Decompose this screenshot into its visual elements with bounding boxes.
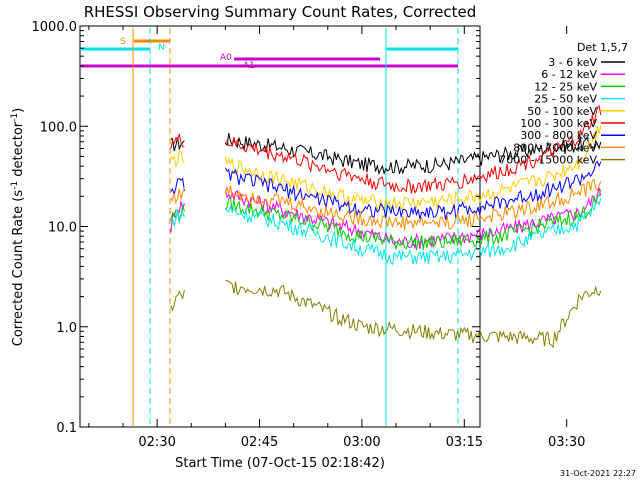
legend-label-1: 6 - 12 keV (541, 68, 597, 81)
x-tick-label-3: 03:15 (446, 435, 483, 450)
series-line-7 (170, 178, 602, 231)
series-line-5 (170, 104, 602, 194)
series-line-3 (170, 197, 602, 266)
chart-title: RHESSI Observing Summary Count Rates, Co… (84, 3, 477, 21)
legend-label-8: 7000 - 15000 keV (499, 154, 597, 167)
x-tick-label-1: 02:45 (241, 435, 278, 450)
annotation-label-n: N (158, 43, 165, 53)
y-axis-label-part2: detector (11, 121, 26, 181)
plot-frame (79, 25, 481, 428)
annotation-label-s: S (120, 37, 126, 47)
series-line-4 (170, 125, 602, 212)
legend-label-3: 25 - 50 keV (534, 93, 597, 106)
legend-label-5: 100 - 300 keV (520, 117, 597, 130)
legend-label-2: 12 - 25 keV (534, 80, 597, 93)
y-axis-label-sup2: -1 (10, 113, 20, 122)
footer-timestamp: 31-Oct-2021 22:27 (560, 469, 636, 478)
x-tick-label-2: 03:00 (343, 435, 380, 450)
x-tick-label-0: 02:30 (138, 435, 175, 450)
annotation-label-a1: A1 (243, 61, 255, 71)
legend-label-6: 300 - 800 keV (520, 129, 597, 142)
legend-label-4: 50 - 100 keV (527, 105, 597, 118)
legend-title: Det 1,5,7 (577, 41, 628, 54)
annotation-label-a0: A0 (220, 53, 232, 63)
y-tick-label-0: 0.1 (56, 421, 77, 436)
y-axis-label: Corrected Count Rate (s-1 detector-1) (10, 108, 26, 346)
y-axis-label-part3: ) (11, 108, 26, 113)
x-axis-label: Start Time (07-Oct-15 02:18:42) (175, 456, 385, 471)
x-tick-label-4: 03:30 (548, 435, 585, 450)
y-axis-label-sup1: -1 (10, 181, 20, 190)
series-line-6 (170, 160, 602, 220)
chart-axes: 0.1 1.0 10.0 100.0 1000.0 02:30 02:45 03:00 03:1… (32, 20, 586, 450)
y-tick-label-1: 1.0 (56, 321, 77, 336)
legend-label-0: 3 - 6 keV (548, 56, 597, 69)
y-tick-label-3: 100.0 (40, 120, 77, 135)
y-tick-label-2: 10.0 (48, 221, 77, 236)
legend-label-7: 800 - 7000 keV (513, 141, 597, 154)
y-tick-label-4: 1000.0 (32, 20, 78, 35)
chart-marks: S N A0 A1 (80, 28, 602, 426)
series-line-8 (170, 279, 602, 349)
y-axis-label-part1: Corrected Count Rate (s (11, 190, 26, 347)
